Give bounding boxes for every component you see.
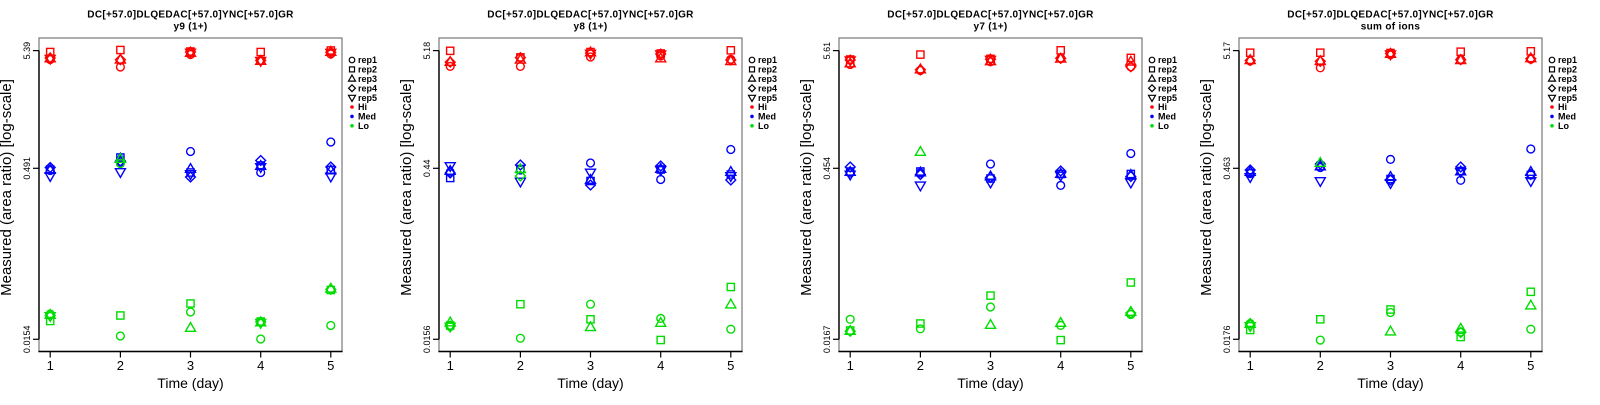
svg-text:0.0176: 0.0176 (1222, 326, 1232, 354)
svg-text:Hi: Hi (1158, 102, 1167, 112)
svg-text:Hi: Hi (758, 102, 767, 112)
svg-text:Time (day): Time (day) (557, 375, 623, 391)
svg-text:Lo: Lo (1558, 121, 1569, 131)
svg-text:DC[+57.0]DLQEDAC[+57.0]YNC[+57: DC[+57.0]DLQEDAC[+57.0]YNC[+57.0]GR (1287, 10, 1494, 21)
svg-text:rep5: rep5 (1558, 93, 1577, 103)
svg-text:0.0154: 0.0154 (22, 326, 32, 354)
svg-text:0.463: 0.463 (1222, 157, 1232, 180)
svg-text:rep3: rep3 (1158, 74, 1177, 84)
svg-text:5.18: 5.18 (422, 42, 432, 60)
svg-text:rep2: rep2 (1158, 65, 1177, 75)
svg-text:rep3: rep3 (758, 74, 777, 84)
svg-text:rep2: rep2 (358, 65, 377, 75)
svg-text:rep5: rep5 (1158, 93, 1177, 103)
svg-text:Med: Med (758, 112, 776, 122)
svg-text:2: 2 (117, 358, 124, 373)
svg-text:5: 5 (1527, 358, 1534, 373)
svg-text:0.44: 0.44 (422, 160, 432, 178)
svg-text:rep1: rep1 (758, 55, 777, 65)
svg-text:4: 4 (257, 358, 264, 373)
svg-text:rep2: rep2 (758, 65, 777, 75)
svg-text:3: 3 (1387, 358, 1394, 373)
svg-text:rep5: rep5 (358, 93, 377, 103)
svg-text:rep1: rep1 (358, 55, 377, 65)
svg-text:y7 (1+): y7 (1+) (973, 22, 1007, 33)
svg-text:1: 1 (1247, 358, 1254, 373)
svg-text:DC[+57.0]DLQEDAC[+57.0]YNC[+57: DC[+57.0]DLQEDAC[+57.0]YNC[+57.0]GR (487, 10, 694, 21)
svg-text:rep1: rep1 (1158, 55, 1177, 65)
svg-text:Lo: Lo (758, 121, 769, 131)
svg-text:4: 4 (657, 358, 664, 373)
svg-text:rep4: rep4 (758, 83, 777, 93)
svg-text:5: 5 (327, 358, 334, 373)
svg-text:1: 1 (47, 358, 54, 373)
svg-text:0.454: 0.454 (822, 157, 832, 180)
svg-text:5: 5 (727, 358, 734, 373)
svg-text:DC[+57.0]DLQEDAC[+57.0]YNC[+57: DC[+57.0]DLQEDAC[+57.0]YNC[+57.0]GR (887, 10, 1094, 21)
svg-text:Time (day): Time (day) (957, 375, 1023, 391)
svg-text:Measured (area ratio) [log-sca: Measured (area ratio) [log-scale] (798, 79, 815, 296)
svg-text:rep3: rep3 (358, 74, 377, 84)
svg-text:2: 2 (917, 358, 924, 373)
svg-text:y9 (1+): y9 (1+) (173, 22, 207, 33)
svg-text:Lo: Lo (358, 121, 369, 131)
svg-text:Med: Med (1158, 112, 1176, 122)
svg-text:DC[+57.0]DLQEDAC[+57.0]YNC[+57: DC[+57.0]DLQEDAC[+57.0]YNC[+57.0]GR (87, 10, 294, 21)
svg-text:Med: Med (1558, 112, 1576, 122)
svg-text:0.0156: 0.0156 (422, 326, 432, 354)
svg-text:rep4: rep4 (1158, 83, 1177, 93)
svg-text:0.491: 0.491 (22, 157, 32, 180)
svg-text:rep3: rep3 (1558, 74, 1577, 84)
svg-text:5.17: 5.17 (1222, 42, 1232, 60)
svg-text:3: 3 (987, 358, 994, 373)
svg-text:3: 3 (187, 358, 194, 373)
svg-text:4: 4 (1057, 358, 1064, 373)
svg-text:rep5: rep5 (758, 93, 777, 103)
svg-text:y8 (1+): y8 (1+) (573, 22, 607, 33)
svg-text:5.39: 5.39 (22, 42, 32, 60)
svg-text:rep4: rep4 (358, 83, 377, 93)
svg-text:Time (day): Time (day) (157, 375, 223, 391)
svg-text:Measured (area ratio) [log-sca: Measured (area ratio) [log-scale] (398, 79, 415, 296)
svg-text:rep2: rep2 (1558, 65, 1577, 75)
svg-text:2: 2 (1317, 358, 1324, 373)
svg-text:Measured (area ratio) [log-sca: Measured (area ratio) [log-scale] (1198, 79, 1215, 296)
svg-text:0.0167: 0.0167 (822, 326, 832, 354)
svg-text:Time (day): Time (day) (1357, 375, 1423, 391)
svg-text:Hi: Hi (358, 102, 367, 112)
svg-text:3: 3 (587, 358, 594, 373)
svg-text:5: 5 (1127, 358, 1134, 373)
svg-text:Med: Med (358, 112, 376, 122)
svg-text:5.61: 5.61 (822, 42, 832, 60)
svg-text:sum of ions: sum of ions (1361, 22, 1421, 33)
svg-text:Measured (area ratio) [log-sca: Measured (area ratio) [log-scale] (0, 79, 15, 296)
svg-text:4: 4 (1457, 358, 1464, 373)
svg-text:rep4: rep4 (1558, 83, 1577, 93)
svg-text:1: 1 (847, 358, 854, 373)
svg-text:Lo: Lo (1158, 121, 1169, 131)
svg-text:Hi: Hi (1558, 102, 1567, 112)
svg-text:1: 1 (447, 358, 454, 373)
svg-text:2: 2 (517, 358, 524, 373)
svg-text:rep1: rep1 (1558, 55, 1577, 65)
